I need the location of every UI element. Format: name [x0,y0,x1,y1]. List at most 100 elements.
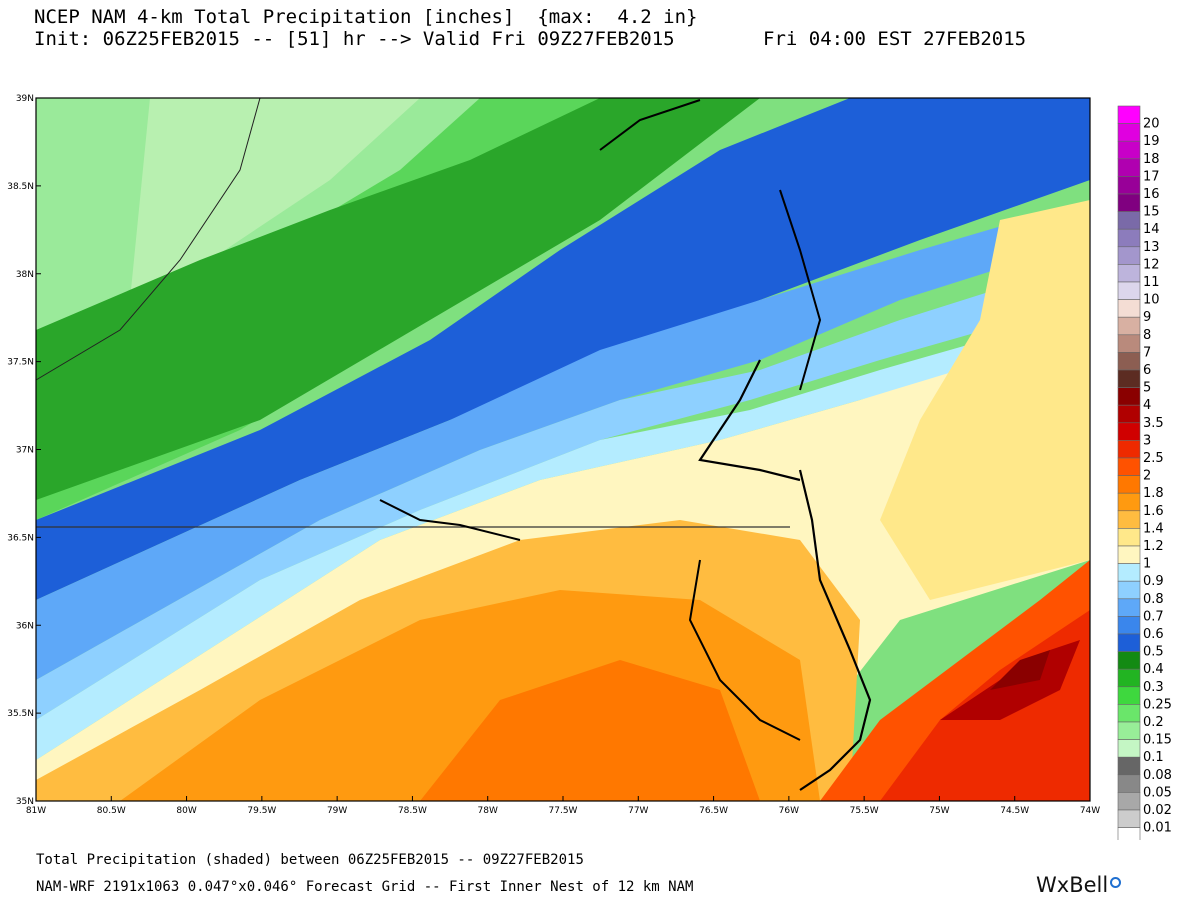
legend-label: 19 [1143,134,1160,149]
title-line-1: NCEP NAM 4-km Total Precipitation [inche… [34,6,698,28]
brand-name: WxBell [1036,873,1109,897]
legend-swatch [1117,440,1141,459]
legend-swatch [1117,792,1141,811]
legend-label: 0.05 [1143,785,1172,800]
legend-swatch [1117,246,1141,265]
lon-label: 74W [1080,806,1100,816]
legend-swatch [1117,316,1141,336]
lon-label: 79W [327,806,347,816]
legend-label: 1.4 [1143,521,1164,536]
lat-label: 37N [16,446,34,456]
legend-swatch [1117,528,1141,547]
brand-dot-icon [1110,877,1122,888]
legend-swatch [1117,598,1141,617]
legend-swatch [1117,457,1141,476]
legend-label: 0.08 [1143,768,1172,783]
lat-label: 37.5N [7,358,34,368]
legend-label: 4 [1143,398,1151,413]
lon-label: 74.5W [1000,806,1029,816]
lat-label: 36N [16,621,34,631]
legend-label: 0.2 [1143,715,1164,730]
legend-swatch [1117,123,1141,142]
legend-swatch [1117,299,1141,318]
legend-swatch [1117,158,1141,177]
legend-label: 9 [1143,310,1151,325]
chesapeake-outline [599,99,822,391]
lon-label: 80W [176,806,196,816]
lat-label: 38N [16,270,34,280]
legend-label: 10 [1143,293,1160,308]
legend-swatch [1117,563,1141,582]
legend-swatch [1117,651,1141,670]
legend-swatch [1117,334,1141,353]
bay-outline [698,359,801,482]
wxbell-logo: WxBell [1036,873,1122,897]
legend-swatch [1117,211,1141,230]
lon-label: 80.5W [97,806,126,816]
lon-label: 81W [26,806,46,816]
legend-swatch [1117,616,1141,635]
legend-label: 1 [1143,557,1151,572]
state-border-wv [35,97,261,381]
legend-label: 13 [1143,240,1160,255]
legend-swatch [1117,739,1141,758]
legend-label: 16 [1143,187,1160,202]
legend-label: 3 [1143,433,1151,448]
legend-swatch [1117,809,1141,828]
legend-label: 11 [1143,275,1160,290]
river-outline [379,499,521,541]
lon-label: 76W [779,806,799,816]
lat-label: 38.5N [7,182,34,192]
legend-label: 0.01 [1143,821,1172,836]
legend-swatch [1117,721,1141,740]
legend-swatch [1117,140,1141,160]
lat-label: 35N [16,797,34,807]
legend-swatch [1117,704,1141,723]
legend-label: 17 [1143,169,1160,184]
legend-label: 1.8 [1143,486,1164,501]
legend-swatch [1117,774,1141,793]
lon-label: 79.5W [247,806,276,816]
footer-line-1: Total Precipitation (shaded) between 06Z… [36,852,584,868]
lon-label: 77W [628,806,648,816]
legend-label: 15 [1143,205,1160,220]
legend-label: 0.8 [1143,592,1164,607]
legend-label: 2 [1143,469,1151,484]
legend-swatch [1117,545,1141,564]
footer-line-2: NAM-WRF 2191x1063 0.047°x0.046° Forecast… [36,879,694,895]
legend-label: 1.6 [1143,504,1164,519]
lon-label: 77.5W [549,806,578,816]
precipitation-map: 81W 80.5W 80W 79.5W 79W 78.5W 78W 77.5W 77W 76.5W… [7,94,1172,840]
legend-swatch [1117,827,1141,840]
lat-label: 39N [16,94,34,104]
legend-label: 20 [1143,117,1160,132]
legend-swatch [1117,686,1141,705]
precipitation-shading [36,98,1090,801]
legend-swatch [1117,387,1141,406]
lon-label: 78.5W [398,806,427,816]
legend-swatch [1117,352,1141,371]
legend-label: 18 [1143,152,1160,167]
legend-swatch [1117,668,1141,688]
lon-label: 75.5W [850,806,879,816]
legend-label: 5 [1143,381,1151,396]
coastline [798,469,872,791]
legend-swatch [1117,756,1141,776]
legend-label: 0.3 [1143,680,1164,695]
legend-label: 0.02 [1143,803,1172,818]
color-legend: 20 19 18 17 16 15 14 13 12 11 10 9 8 7 6 5 4 3.5 3 2.5 2 1.8 1… [1117,105,1172,840]
legend-swatch [1117,633,1141,652]
legend-swatch [1117,492,1141,512]
lat-label: 36.5N [7,533,34,543]
legend-label: 0.9 [1143,574,1164,589]
legend-swatch [1117,105,1141,124]
legend-label: 0.7 [1143,609,1164,624]
lon-label: 76.5W [699,806,728,816]
legend-label: 3.5 [1143,416,1164,431]
legend-label: 1.2 [1143,539,1164,554]
legend-swatch [1117,475,1141,494]
legend-label: 7 [1143,345,1151,360]
legend-label: 0.1 [1143,750,1164,765]
sound-outline [688,559,801,741]
legend-label: 0.4 [1143,662,1164,677]
